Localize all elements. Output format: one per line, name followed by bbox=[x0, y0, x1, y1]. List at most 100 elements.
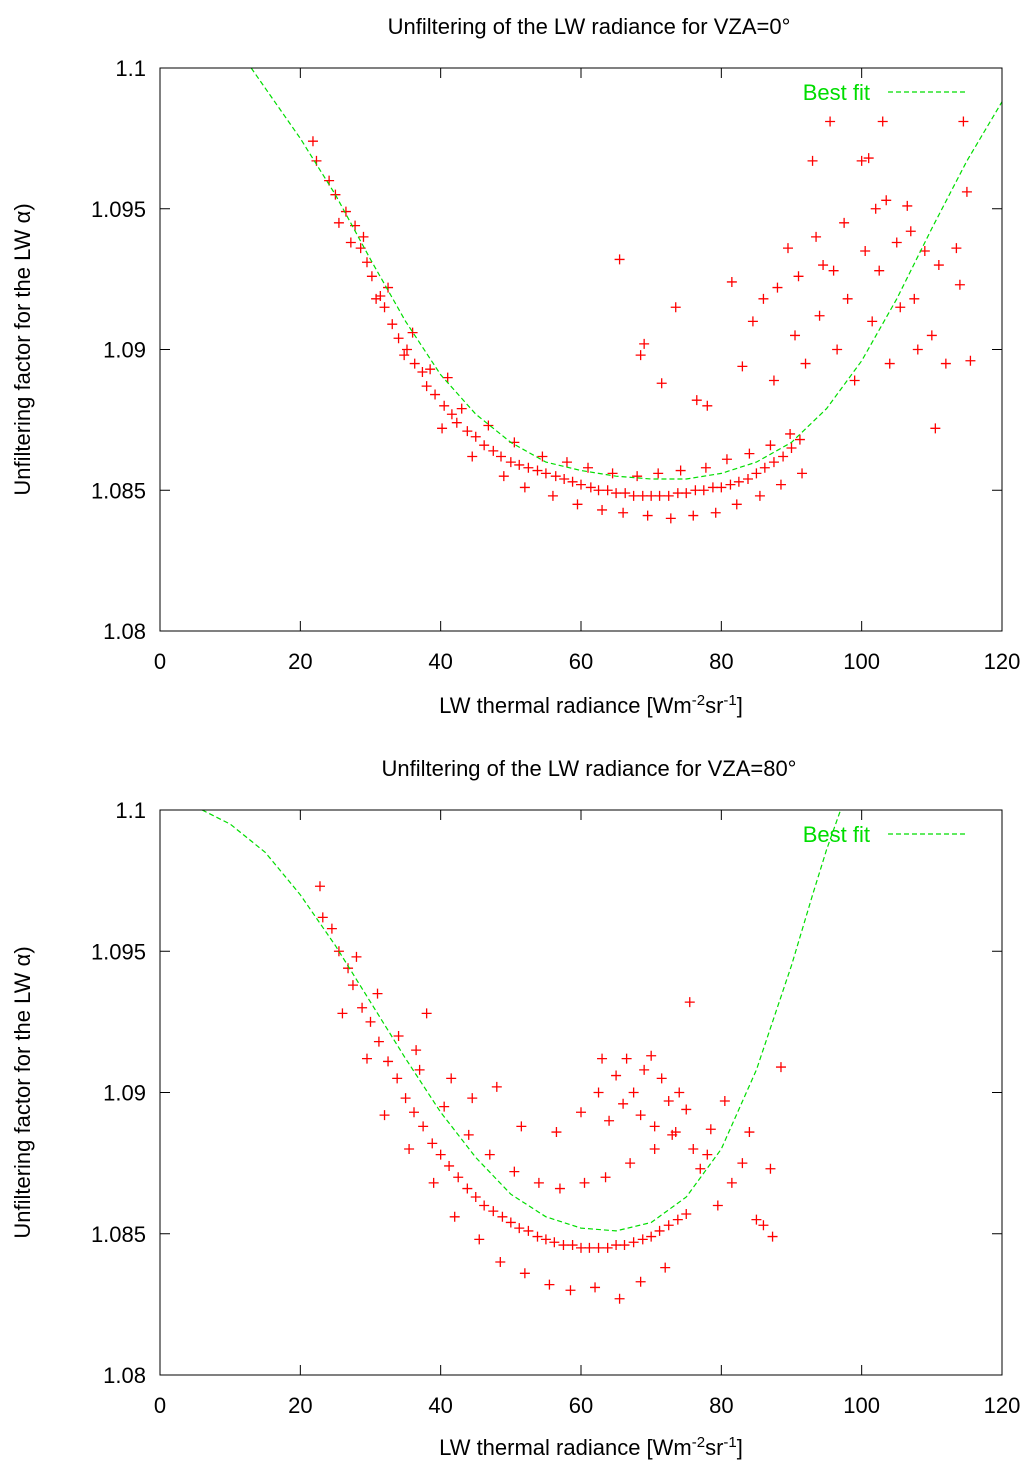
data-point bbox=[814, 310, 825, 321]
data-point bbox=[660, 1262, 671, 1273]
x-tick-label: 100 bbox=[843, 649, 880, 674]
data-point bbox=[418, 1121, 429, 1132]
data-point bbox=[505, 1217, 516, 1228]
data-point bbox=[470, 431, 481, 442]
data-point bbox=[614, 254, 625, 265]
data-point bbox=[870, 203, 881, 214]
data-point bbox=[437, 423, 448, 434]
data-point bbox=[874, 265, 885, 276]
data-point bbox=[681, 488, 692, 499]
data-point bbox=[733, 476, 744, 487]
data-point bbox=[639, 1064, 650, 1075]
data-point bbox=[576, 1107, 586, 1118]
data-point bbox=[782, 243, 793, 254]
data-point bbox=[375, 291, 386, 302]
data-point bbox=[828, 265, 839, 276]
data-point bbox=[387, 319, 398, 330]
data-point bbox=[811, 231, 822, 242]
chart-panel-1: Unfiltering of the LW radiance for VZA=0… bbox=[10, 14, 1020, 718]
data-point bbox=[516, 1121, 527, 1132]
x-tick-label: 40 bbox=[428, 1393, 452, 1418]
data-point bbox=[509, 1166, 520, 1177]
data-point bbox=[479, 1200, 490, 1211]
data-point bbox=[884, 358, 895, 369]
data-point bbox=[347, 980, 358, 991]
data-point bbox=[379, 302, 390, 313]
data-point bbox=[519, 482, 530, 493]
data-point bbox=[474, 1234, 485, 1245]
data-point bbox=[357, 1002, 368, 1013]
data-point bbox=[572, 499, 583, 510]
data-point bbox=[523, 1225, 534, 1236]
data-point bbox=[453, 1172, 464, 1183]
data-point bbox=[549, 1237, 560, 1248]
data-point bbox=[554, 1183, 565, 1194]
data-point bbox=[497, 1211, 508, 1222]
data-point bbox=[604, 1115, 615, 1126]
data-point bbox=[550, 471, 561, 482]
data-point bbox=[930, 423, 941, 434]
data-point bbox=[895, 302, 906, 313]
data-point bbox=[758, 293, 769, 304]
data-point bbox=[751, 468, 762, 479]
data-point bbox=[611, 1070, 622, 1081]
data-point bbox=[505, 457, 516, 468]
data-point bbox=[333, 217, 344, 228]
data-point bbox=[597, 504, 608, 515]
data-point bbox=[684, 997, 695, 1008]
data-point bbox=[653, 468, 664, 479]
data-point bbox=[400, 1093, 411, 1104]
data-point bbox=[656, 1073, 667, 1084]
data-point bbox=[646, 1231, 657, 1242]
data-point bbox=[361, 1053, 372, 1064]
data-point bbox=[775, 479, 786, 490]
data-point bbox=[632, 471, 643, 482]
data-point bbox=[721, 454, 732, 465]
data-point bbox=[768, 457, 779, 468]
data-point bbox=[772, 282, 783, 293]
data-point bbox=[620, 488, 631, 499]
data-point bbox=[691, 395, 702, 406]
data-point bbox=[446, 1073, 457, 1084]
data-point bbox=[491, 1081, 502, 1092]
data-point bbox=[618, 507, 629, 518]
x-tick-label: 100 bbox=[843, 1393, 880, 1418]
data-point bbox=[790, 330, 801, 341]
y-tick-label: 1.085 bbox=[91, 478, 146, 503]
data-point bbox=[654, 1225, 665, 1236]
data-point bbox=[451, 417, 462, 428]
x-tick-label: 80 bbox=[709, 649, 733, 674]
x-tick-label: 0 bbox=[154, 1393, 166, 1418]
data-point bbox=[343, 963, 354, 974]
data-point bbox=[747, 316, 758, 327]
data-point bbox=[867, 316, 878, 327]
x-tick-label: 40 bbox=[428, 649, 452, 674]
data-point bbox=[778, 451, 789, 462]
data-point bbox=[961, 186, 972, 197]
data-point bbox=[881, 195, 892, 206]
data-point bbox=[794, 434, 805, 445]
data-point bbox=[421, 381, 432, 392]
x-tick-label: 60 bbox=[569, 649, 593, 674]
data-point bbox=[856, 155, 867, 166]
x-tick-label: 120 bbox=[984, 1393, 1021, 1418]
data-point bbox=[926, 330, 937, 341]
data-point bbox=[700, 462, 711, 473]
x-tick-label: 60 bbox=[569, 1393, 593, 1418]
data-point bbox=[547, 490, 558, 501]
legend-label: Best fit bbox=[803, 822, 870, 847]
data-point bbox=[456, 403, 467, 414]
data-point bbox=[602, 1242, 613, 1253]
data-point bbox=[832, 344, 843, 355]
data-point bbox=[818, 260, 829, 271]
data-point bbox=[744, 1127, 755, 1138]
data-point bbox=[951, 243, 962, 254]
data-point bbox=[688, 510, 699, 521]
data-point bbox=[665, 513, 676, 524]
data-point bbox=[940, 358, 951, 369]
data-point bbox=[663, 1095, 674, 1106]
data-point bbox=[496, 451, 507, 462]
data-point bbox=[681, 1104, 692, 1115]
data-point bbox=[797, 468, 808, 479]
data-point bbox=[877, 116, 888, 127]
